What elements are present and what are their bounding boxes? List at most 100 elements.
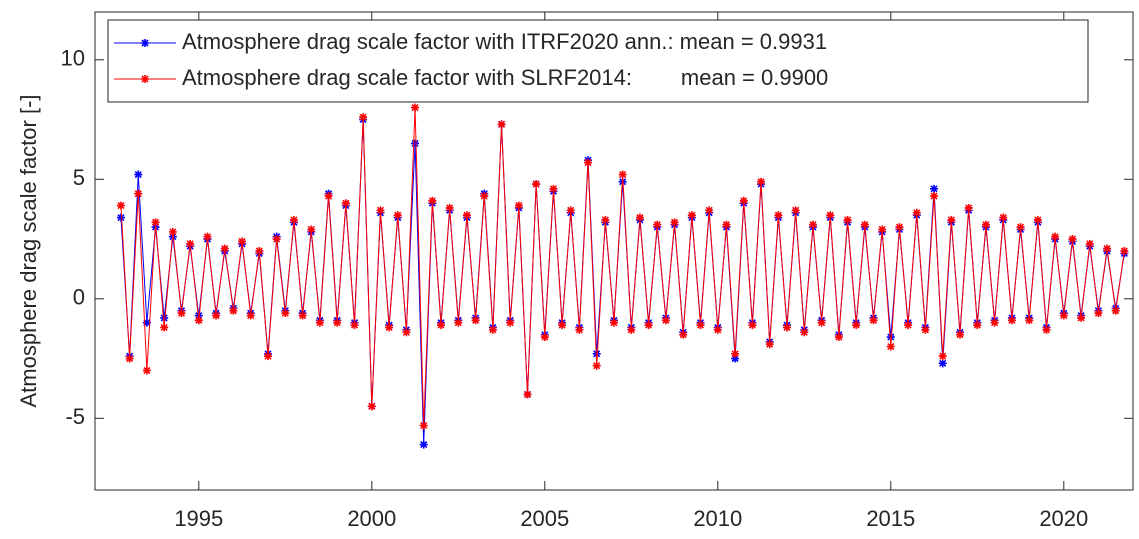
plot-frame [94, 11, 1134, 491]
data-point [350, 321, 359, 330]
data-point [1025, 316, 1034, 325]
data-point [367, 402, 376, 411]
data-point [246, 311, 255, 320]
data-point [333, 318, 342, 327]
data-point [748, 321, 757, 330]
data-point [411, 139, 420, 148]
data-point [679, 330, 688, 339]
x-tick-label: 2010 [693, 506, 742, 531]
data-point [973, 321, 982, 330]
data-point [514, 201, 523, 210]
data-point [411, 103, 420, 112]
data-point [843, 215, 852, 224]
data-point [558, 321, 567, 330]
data-point [705, 206, 714, 215]
x-tick-label: 1995 [174, 506, 223, 531]
data-point [341, 199, 350, 208]
data-point [497, 120, 506, 129]
data-point [454, 318, 463, 327]
data-point [212, 311, 221, 320]
data-point [393, 211, 402, 220]
data-point [774, 211, 783, 220]
data-point [1051, 232, 1060, 241]
data-point [886, 342, 895, 351]
data-point [1120, 247, 1129, 255]
legend-label: Atmosphere drag scale factor with SLRF20… [182, 65, 828, 90]
data-point [644, 321, 653, 330]
data-point [869, 316, 878, 325]
data-point [532, 180, 541, 189]
data-point [462, 211, 471, 220]
data-point [800, 328, 809, 337]
legend-marker [141, 75, 149, 83]
legend-box [107, 19, 1089, 103]
data-point [1068, 235, 1077, 244]
data-point [938, 359, 947, 368]
data-point [990, 318, 999, 327]
data-point [618, 170, 627, 179]
data-point [999, 213, 1008, 222]
data-point [506, 318, 515, 327]
data-point [289, 215, 298, 224]
data-point [713, 325, 722, 334]
data-point [1016, 223, 1025, 232]
data-point [151, 218, 160, 227]
data-point [627, 325, 636, 334]
data-point [480, 192, 489, 201]
data-point [177, 309, 186, 318]
data-point [610, 318, 618, 327]
data-point [428, 196, 437, 205]
data-point [376, 206, 385, 215]
data-point [385, 323, 394, 332]
data-point [938, 352, 947, 361]
data-point [142, 318, 151, 327]
data-point [834, 333, 843, 342]
data-point [895, 223, 904, 232]
data-point [142, 366, 151, 375]
data-point [731, 354, 740, 363]
data-point [757, 177, 766, 186]
y-tick-label: 10 [61, 46, 85, 71]
data-point [653, 220, 662, 229]
data-point [1042, 325, 1051, 334]
plot-layer [116, 103, 1129, 449]
data-point [220, 244, 229, 253]
data-point [808, 220, 817, 229]
data-point [1085, 239, 1094, 248]
data-point [315, 318, 324, 327]
data-point [981, 220, 990, 229]
data-point [324, 192, 333, 201]
data-point [852, 321, 861, 330]
data-point [116, 213, 125, 222]
data-point [186, 239, 195, 248]
data-point [549, 184, 558, 193]
data-point [661, 316, 670, 325]
data-point [540, 333, 549, 342]
data-point [696, 321, 705, 330]
data-point [826, 211, 835, 220]
data-point [116, 201, 125, 210]
data-point [601, 215, 610, 224]
data-point [860, 220, 869, 229]
data-point [402, 328, 411, 337]
data-point [731, 349, 740, 358]
x-tick-label: 2000 [347, 506, 396, 531]
y-axis-label: Atmosphere drag scale factor [-] [16, 94, 41, 407]
data-point [264, 352, 272, 361]
data-point [194, 316, 203, 325]
data-point [956, 330, 964, 339]
legend-marker [141, 39, 149, 47]
data-point [445, 203, 454, 212]
data-point [203, 232, 212, 241]
data-point [575, 325, 584, 334]
data-point [791, 206, 800, 215]
data-point [670, 218, 679, 227]
data-point [272, 235, 281, 244]
data-point [765, 340, 774, 349]
data-point [566, 206, 575, 215]
data-point [1007, 316, 1016, 325]
data-point [687, 211, 696, 220]
data-point [886, 333, 895, 342]
